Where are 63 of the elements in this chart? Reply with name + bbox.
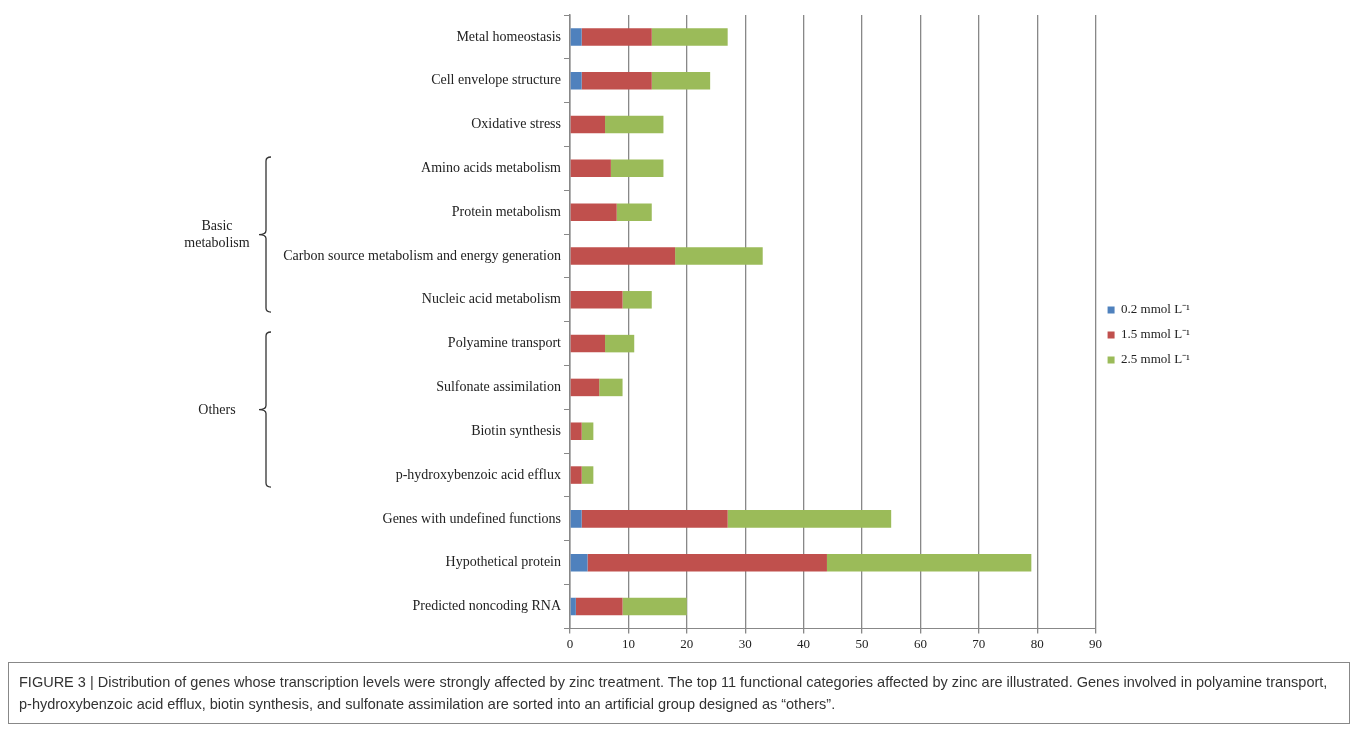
bar [570, 510, 582, 528]
bar [651, 28, 728, 46]
bar [570, 115, 606, 134]
y-tick-label: Biotin synthesis [471, 422, 561, 438]
bar [610, 159, 664, 178]
x-tick-label: 40 [797, 635, 811, 651]
bar [622, 291, 652, 309]
x-tick-label: 10 [621, 635, 635, 651]
bar [826, 553, 1032, 572]
bar [581, 28, 652, 46]
y-tick-label: Protein metabolism [451, 203, 562, 219]
y-tick-label: Predicted noncoding RNA [412, 598, 562, 614]
bar [570, 28, 582, 46]
bar [622, 597, 687, 616]
bar [581, 466, 594, 484]
caption: FIGURE 3 | Distribution of genes whose transcription levels were strongly affected by zinc treatment. The top 11 functional categories affected by zinc are illustrated. Genes involved in polyamine transport, p-hydroxybenzoic acid efflux, biotin synthesis, and sulfonate assimilation are sorted into an artificial group designed as “others”. [8, 662, 1350, 724]
legend-label: 2.5 mmol L⁻¹ [1121, 351, 1191, 367]
legend-label: 1.5 mmol L⁻¹ [1121, 326, 1191, 342]
y-tick-label: Nucleic acid metabolism [421, 291, 562, 307]
x-tick-label: 90 [1089, 635, 1103, 651]
bar [570, 422, 582, 440]
bar [575, 597, 623, 616]
x-tick-label: 0 [566, 635, 574, 651]
y-tick-label: Amino acids metabolism [421, 160, 562, 176]
bar [570, 71, 582, 90]
bar [605, 334, 635, 353]
text: Others [197, 400, 237, 418]
bar [581, 422, 594, 440]
y-tick-label: Metal homeostasis [456, 28, 561, 44]
x-tick-label: 60 [913, 635, 927, 651]
bar [727, 510, 892, 528]
text: Basic metabolism [183, 217, 251, 252]
bar [651, 71, 711, 90]
x-tick-label: 30 [738, 635, 752, 651]
bar [570, 553, 588, 572]
y-tick-label: Carbon source metabolism and energy generation [283, 247, 561, 263]
bar [570, 597, 576, 616]
bar [581, 510, 728, 528]
bar [570, 203, 617, 221]
x-tick-label: 50 [855, 635, 869, 651]
bar [616, 203, 652, 221]
y-tick-label: Genes with undefined functions [382, 510, 561, 526]
bar [570, 334, 606, 353]
y-tick-label: Cell envelope structure [431, 72, 561, 88]
x-tick-label: 20 [680, 635, 694, 651]
bar [570, 159, 611, 178]
bar [570, 378, 600, 397]
x-tick-label: 80 [1030, 635, 1044, 651]
y-tick-label: Hypothetical protein [445, 554, 561, 570]
bar [675, 247, 763, 265]
bar [570, 291, 623, 309]
y-tick-label: Oxidative stress [471, 116, 561, 132]
bar [570, 466, 582, 484]
bar [599, 378, 623, 397]
bar [587, 553, 827, 572]
bar [570, 247, 676, 265]
y-tick-label: Sulfonate assimilation [436, 379, 561, 395]
y-tick-label: p-hydroxybenzoic acid efflux [395, 466, 561, 482]
bar [581, 71, 652, 90]
bar [605, 115, 664, 134]
legend-label: 0.2 mmol L⁻¹ [1121, 301, 1191, 317]
y-tick-label: Polyamine transport [447, 335, 562, 351]
x-tick-label: 70 [972, 635, 986, 651]
